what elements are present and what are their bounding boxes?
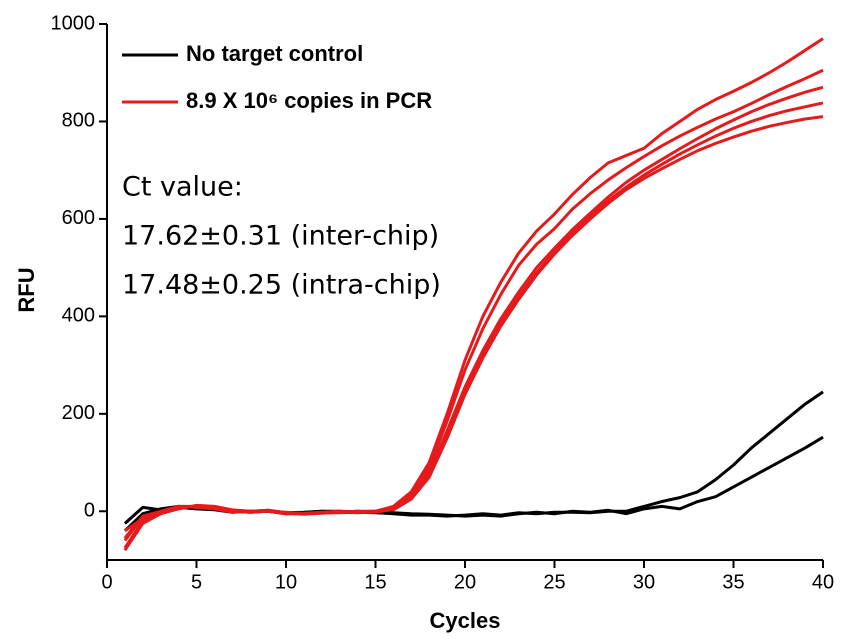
x-tick-label: 0 [101,571,112,593]
y-tick-label: 0 [84,500,95,522]
x-tick-label: 5 [191,571,202,593]
x-tick-label: 10 [275,571,297,593]
x-tick-label: 30 [633,571,655,593]
y-tick-label: 400 [62,305,95,327]
legend-label: No target control [186,41,363,66]
x-axis-label: Cycles [430,608,501,633]
y-tick-label: 600 [62,207,95,229]
legend-label: 8.9 X 10⁶ copies in PCR [186,88,432,113]
x-tick-label: 40 [812,571,834,593]
x-tick-label: 35 [722,571,744,593]
y-axis-label: RFU [14,267,39,312]
annotation: Ct value: [122,172,243,203]
x-tick-label: 25 [543,571,565,593]
series-line [123,390,824,525]
y-tick-label: 800 [62,110,95,132]
annotation: 17.62±0.31 (inter-chip) [122,221,439,252]
x-tick-label: 15 [364,571,386,593]
series-line [124,68,824,533]
series-line [123,435,824,532]
annotation: 17.48±0.25 (intra-chip) [122,270,441,301]
y-tick-label: 1000 [51,12,96,34]
x-tick-label: 20 [454,571,476,593]
series-line [123,101,824,542]
y-tick-label: 200 [62,402,95,424]
series-line [123,115,824,552]
